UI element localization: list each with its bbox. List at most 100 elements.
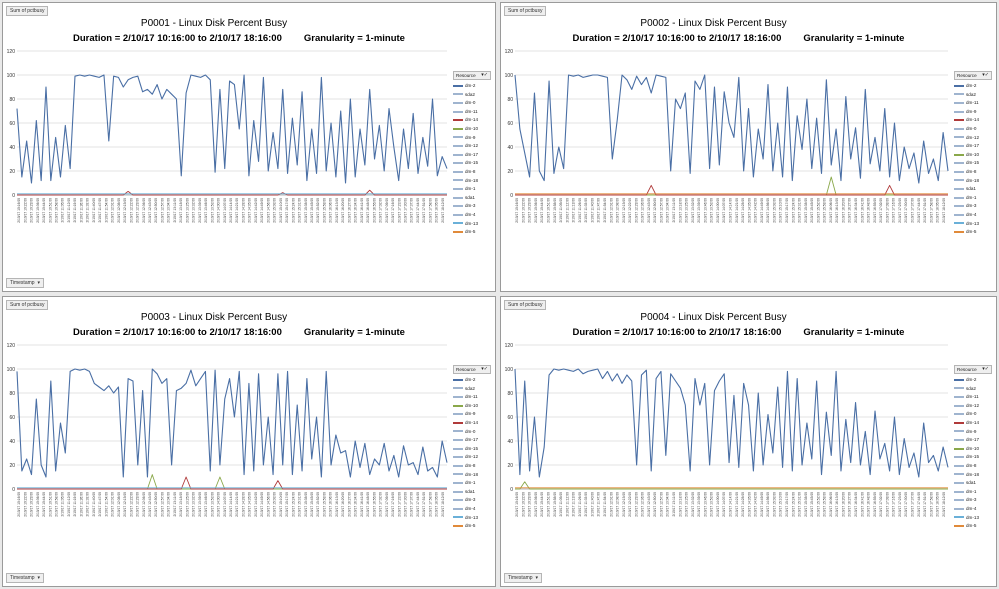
x-tick-label: 2/10/17 15:03:00	[772, 492, 776, 517]
x-tick-label: 2/10/17 17:16:00	[391, 198, 395, 223]
x-tick-label: 2/10/17 16:34:00	[854, 198, 858, 223]
x-tick-label: 2/10/17 13:32:00	[691, 198, 695, 223]
legend-label: dm-17	[465, 151, 479, 157]
x-tick-label: 2/10/17 11:05:00	[61, 198, 65, 223]
x-tick-label: 2/10/17 17:51:00	[923, 198, 927, 223]
x-tick-label: 2/10/17 18:05:00	[435, 198, 439, 223]
legend-item: dm-4	[954, 505, 992, 514]
x-tick-label: 2/10/17 16:48:00	[867, 198, 871, 223]
resource-label: Resource	[456, 73, 476, 78]
x-tick-label: 2/10/17 15:59:00	[322, 198, 326, 223]
legend-label: dm-4	[966, 211, 977, 217]
timestamp-field-button[interactable]: Timestamp ▾	[504, 573, 543, 583]
legend-label: dm-12	[465, 454, 479, 460]
y-tick-label: 120	[505, 49, 514, 55]
y-tick-label: 0	[510, 487, 513, 493]
chart-title: P0001 - Linux Disk Percent Busy	[140, 18, 288, 29]
legend-item: dm-12	[954, 402, 992, 411]
resource-field-button[interactable]: Resource ▾✓	[954, 71, 992, 80]
legend-item: dm-17	[453, 436, 491, 445]
x-tick-label: 2/10/17 12:50:00	[653, 198, 657, 223]
legend-swatch	[954, 387, 964, 390]
filter-icon[interactable]: ▾✓	[982, 366, 989, 372]
legend-item: dm-15	[453, 159, 491, 168]
x-tick-label: 2/10/17 13:53:00	[210, 198, 214, 223]
x-tick-label: 2/10/17 15:17:00	[785, 492, 789, 517]
filter-icon[interactable]: ▾✓	[481, 72, 488, 78]
legend-item: dm-14	[453, 116, 491, 125]
legend-swatch	[954, 162, 964, 165]
x-tick-label: 2/10/17 10:29:00	[528, 198, 532, 223]
x-tick-label: 2/10/17 16:06:00	[329, 492, 333, 517]
x-tick-label: 2/10/17 15:45:00	[810, 198, 814, 223]
legend-swatch	[954, 395, 964, 398]
timestamp-field-button[interactable]: Timestamp ▾	[6, 573, 45, 583]
chart-panel-p0004: Sum of pctbusy P0004 - Linux Disk Percen…	[500, 296, 997, 587]
legend-swatch	[453, 473, 463, 476]
legend-label: dm-8	[465, 462, 476, 468]
legend-item: dm-9	[954, 108, 992, 117]
x-tick-label: 2/10/17 15:17:00	[285, 492, 289, 517]
x-tick-label: 2/10/17 16:20:00	[841, 492, 845, 517]
x-tick-label: 2/10/17 13:46:00	[703, 492, 707, 517]
x-tick-label: 2/10/17 15:52:00	[816, 492, 820, 517]
timestamp-label: Timestamp	[10, 280, 35, 286]
x-tick-label: 2/10/17 16:27:00	[347, 198, 351, 223]
x-tick-label: 2/10/17 10:58:00	[553, 198, 557, 223]
legend-item: dm-4	[453, 505, 491, 514]
legend-label: dm-1	[465, 480, 476, 486]
resource-field-button[interactable]: Resource ▾✓	[453, 71, 491, 80]
filter-icon[interactable]: ▾✓	[481, 366, 488, 372]
legend-swatch	[453, 481, 463, 484]
timestamp-field-button[interactable]: Timestamp ▾	[6, 278, 45, 288]
legend-label: dm-0	[465, 428, 476, 434]
legend-swatch	[453, 447, 463, 450]
x-tick-label: 2/10/17 13:25:00	[685, 198, 689, 223]
x-tick-label: 2/10/17 15:38:00	[804, 198, 808, 223]
legend-item: dm-14	[453, 419, 491, 428]
legend-item: dm-3	[453, 496, 491, 505]
x-tick-label: 2/10/17 12:15:00	[123, 198, 127, 223]
x-tick-label: 2/10/17 13:25:00	[185, 198, 189, 223]
x-tick-label: 2/10/17 11:40:00	[590, 492, 594, 517]
x-tick-label: 2/10/17 10:29:00	[30, 492, 34, 517]
chart-panel-p0001: Sum of pctbusy P0001 - Linux Disk Percen…	[2, 2, 496, 292]
x-tick-label: 2/10/17 10:22:00	[23, 198, 27, 223]
x-tick-label: 2/10/17 17:44:00	[917, 198, 921, 223]
x-tick-label: 2/10/17 16:41:00	[860, 198, 864, 223]
legend-swatch	[954, 230, 964, 233]
legend-item: dm-5	[453, 228, 491, 237]
legend-label: dm-10	[966, 445, 980, 451]
legend-swatch	[954, 187, 964, 190]
legend-item: dm-10	[954, 151, 992, 160]
legend-swatch	[453, 101, 463, 104]
x-tick-label: 2/10/17 11:47:00	[597, 198, 601, 223]
x-tick-label: 2/10/17 13:11:00	[672, 198, 676, 223]
x-tick-label: 2/10/17 16:41:00	[860, 492, 864, 517]
x-tick-label: 2/10/17 17:58:00	[428, 492, 432, 517]
resource-field-button[interactable]: Resource ▾✓	[453, 365, 491, 374]
x-tick-label: 2/10/17 12:36:00	[142, 198, 146, 223]
sum-of-pctbusy-field-button[interactable]: Sum of pctbusy	[6, 300, 49, 310]
resource-label: Resource	[957, 367, 977, 372]
legend-item: dm-3	[954, 496, 992, 505]
x-tick-label: 2/10/17 15:03:00	[772, 198, 776, 223]
x-tick-label: 2/10/17 12:36:00	[142, 492, 146, 517]
sum-of-pctbusy-field-button[interactable]: Sum of pctbusy	[6, 6, 49, 16]
legend-swatch	[954, 524, 964, 527]
legend-label: dm-0	[966, 411, 977, 417]
sum-of-pctbusy-field-button[interactable]: Sum of pctbusy	[504, 300, 547, 310]
legend-label: dm-3	[966, 497, 977, 503]
sum-of-pctbusy-field-button[interactable]: Sum of pctbusy	[504, 6, 547, 16]
x-tick-label: 2/10/17 10:29:00	[30, 198, 34, 223]
legend-label: dm-18	[465, 177, 479, 183]
x-tick-label: 2/10/17 12:08:00	[616, 492, 620, 517]
y-tick-label: 40	[9, 439, 15, 445]
filter-icon[interactable]: ▾✓	[982, 72, 989, 78]
legend-item: dm-9	[453, 134, 491, 143]
resource-field-button[interactable]: Resource ▾✓	[954, 365, 992, 374]
legend-swatch	[954, 222, 964, 225]
legend-item: dm-1	[954, 194, 992, 203]
legend-item: dm-9	[954, 428, 992, 437]
